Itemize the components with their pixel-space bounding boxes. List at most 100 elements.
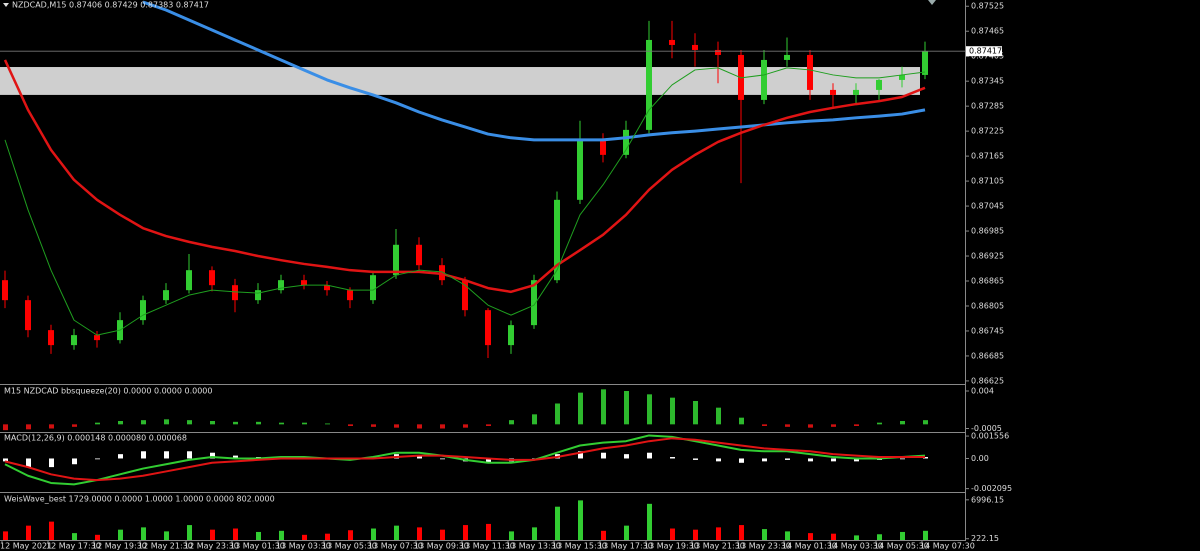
bar [877,422,882,425]
indicator-title: M15 NZDCAD bbsqueeze(20) 0.0000 0.0000 0… [4,387,212,396]
bar [624,454,629,459]
candle-body [761,59,767,100]
current-price-label: 0.87417 [969,47,1002,56]
y-tick-label: 6996.15 [971,495,1004,504]
indicator-title: MACD(12,26,9) 0.000148 0.000080 0.000068 [4,434,187,443]
y-tick-label: 0.86865 [971,277,1004,286]
bar [555,506,560,540]
candle-body [462,280,468,311]
bar [785,458,790,460]
bar [233,421,238,425]
bar [693,529,698,540]
x-tick-label: 14 May 01:30 [782,542,837,551]
bar [739,525,744,540]
bar [831,458,836,462]
candle-body [922,51,928,75]
x-tick-label: 13 May 19:30 [644,542,699,551]
candle-body [163,290,169,301]
candle-body [508,325,514,346]
candle-body [393,244,399,276]
bar [371,528,376,540]
bar [923,457,928,459]
candle-body [94,335,100,341]
bar [509,420,514,425]
bar [808,533,813,540]
bar [693,458,698,460]
bar [785,424,790,427]
bar [394,424,399,428]
bar [325,423,330,425]
bar [302,422,307,425]
bar [532,414,537,425]
bar [739,458,744,463]
y-tick-label: 0.87285 [971,102,1004,111]
candle-body [692,44,698,50]
x-tick-label: 12 May 19:30 [92,542,147,551]
candle-body [2,280,8,301]
bar [141,451,146,459]
bar [854,458,859,462]
bar [486,458,491,463]
bar [187,525,192,540]
candle-body [807,54,813,90]
bar [417,424,422,429]
bar [141,420,146,425]
y-tick-label: 0.86805 [971,301,1004,310]
bar [118,454,123,459]
bar [463,424,468,428]
y-tick-label: 0.86685 [971,351,1004,360]
indicator-line [4,434,926,486]
x-tick-label: 12 May 2021 [0,542,52,551]
bar [3,424,8,431]
bar [555,403,560,425]
bar [210,452,215,459]
bar [164,451,169,459]
indicator-line [4,437,925,482]
bar [854,424,859,426]
bar [348,424,353,426]
bar [26,458,31,468]
bar [762,529,767,540]
x-tick-label: 13 May 17:30 [598,542,653,551]
candle-body [324,285,330,291]
y-tick-label: 0.87525 [971,2,1004,11]
bar [578,392,583,425]
bar [739,417,744,425]
shift-marker [928,0,936,5]
bar [256,421,261,425]
candle-body [347,290,353,301]
x-tick-label: 13 May 05:30 [322,542,377,551]
bar [118,421,123,425]
chart-title: NZDCAD,M15 0.87406 0.87429 0.87383 0.874… [12,1,209,10]
x-tick-label: 13 May 07:30 [368,542,423,551]
candle-body [232,285,238,301]
bar [923,530,928,540]
bar [532,527,537,540]
x-tick-label: 12 May 17:30 [46,542,101,551]
candle-body [876,79,882,90]
bar [394,525,399,540]
bar [578,451,583,459]
x-tick-label: 13 May 03:30 [276,542,331,551]
bar [716,458,721,462]
candle-body [853,89,859,95]
bar [72,458,77,465]
bar [3,531,8,540]
bar [187,451,192,459]
candle-body [186,270,192,291]
candle-body [600,139,606,155]
y-tick-label: 0.00 [971,454,989,463]
x-tick-label: 13 May 21:30 [690,542,745,551]
bar [693,401,698,425]
bar [348,530,353,540]
x-tick-label: 13 May 11:30 [460,542,515,551]
candle-body [209,270,215,286]
bar [72,533,77,540]
y-tick-label: 0.86925 [971,252,1004,261]
menu-triangle[interactable] [3,3,9,7]
bar [762,424,767,426]
candle-body [715,49,721,55]
bar [601,452,606,459]
candle-body [669,39,675,45]
candle-body [830,89,836,95]
